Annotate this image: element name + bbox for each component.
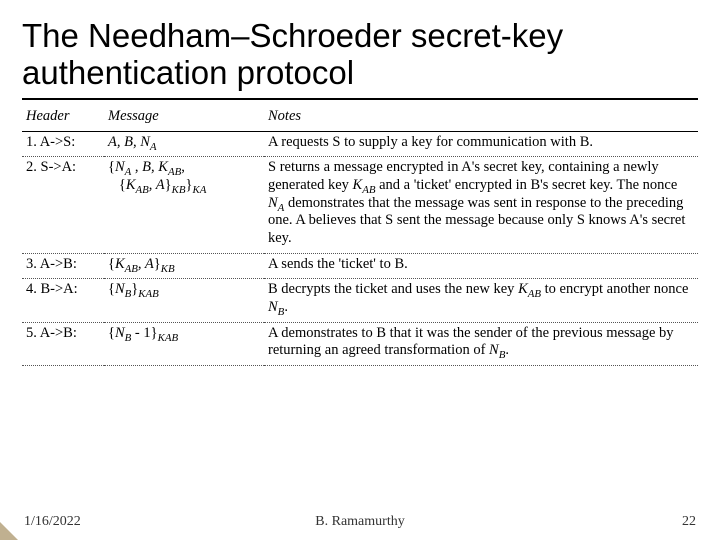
row-header: 2. S->A: <box>22 157 104 253</box>
table-row: 1. A->S: A, B, NA A requests S to supply… <box>22 131 698 157</box>
row-header: 5. A->B: <box>22 322 104 365</box>
row-message: A, B, NA <box>104 131 264 157</box>
table-row: 2. S->A: {NA , B, KAB, {KAB, A}KB}KA S r… <box>22 157 698 253</box>
row-message: {NA , B, KAB, {KAB, A}KB}KA <box>104 157 264 253</box>
col-header-notes: Notes <box>264 106 698 131</box>
corner-fold-icon <box>0 522 18 540</box>
slide-title: The Needham–Schroeder secret-key authent… <box>22 18 698 100</box>
protocol-table: Header Message Notes 1. A->S: A, B, NA A… <box>22 106 698 366</box>
row-notes: A demonstrates to B that it was the send… <box>264 322 698 365</box>
table-header-row: Header Message Notes <box>22 106 698 131</box>
row-notes: S returns a message encrypted in A's sec… <box>264 157 698 253</box>
row-message: {KAB, A}KB <box>104 253 264 279</box>
row-notes: A sends the 'ticket' to B. <box>264 253 698 279</box>
row-message: {NB - 1}KAB <box>104 322 264 365</box>
row-message: {NB}KAB <box>104 279 264 322</box>
col-header-message: Message <box>104 106 264 131</box>
footer-page: 22 <box>682 514 696 530</box>
table-row: 3. A->B: {KAB, A}KB A sends the 'ticket'… <box>22 253 698 279</box>
row-header: 3. A->B: <box>22 253 104 279</box>
col-header-header: Header <box>22 106 104 131</box>
slide: The Needham–Schroeder secret-key authent… <box>0 0 720 540</box>
row-header: 4. B->A: <box>22 279 104 322</box>
footer-author: B. Ramamurthy <box>0 514 720 530</box>
row-header: 1. A->S: <box>22 131 104 157</box>
row-notes: B decrypts the ticket and uses the new k… <box>264 279 698 322</box>
table-row: 4. B->A: {NB}KAB B decrypts the ticket a… <box>22 279 698 322</box>
table-row: 5. A->B: {NB - 1}KAB A demonstrates to B… <box>22 322 698 365</box>
row-notes: A requests S to supply a key for communi… <box>264 131 698 157</box>
